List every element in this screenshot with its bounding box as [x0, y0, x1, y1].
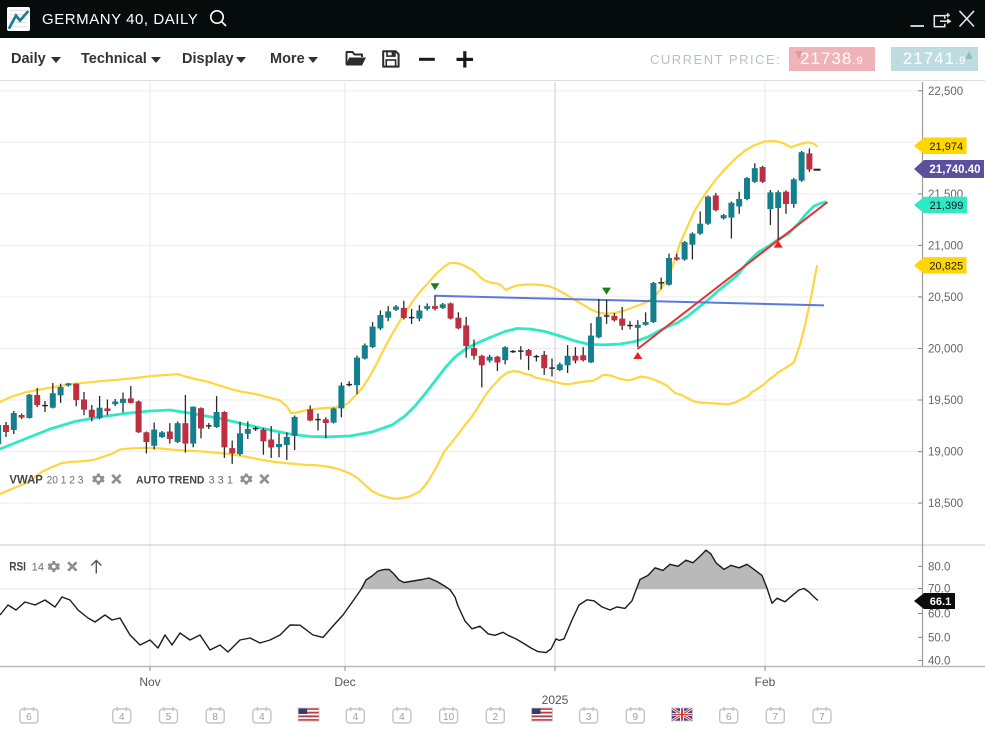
svg-text:3: 3: [586, 712, 592, 723]
svg-text:5: 5: [166, 712, 172, 723]
svg-text:RSI: RSI: [9, 560, 26, 574]
svg-text:20,000: 20,000: [928, 344, 963, 356]
svg-text:4: 4: [399, 712, 405, 723]
svg-text:7: 7: [819, 712, 825, 723]
svg-text:80.0: 80.0: [928, 561, 950, 573]
svg-text:VWAP: VWAP: [9, 473, 43, 487]
svg-text:19,500: 19,500: [928, 395, 963, 407]
svg-text:60.0: 60.0: [928, 609, 950, 621]
svg-text:70.0: 70.0: [928, 584, 950, 596]
svg-text:4: 4: [259, 712, 265, 723]
svg-text:2025: 2025: [542, 693, 569, 707]
svg-text:20,825: 20,825: [929, 260, 963, 272]
svg-text:19,000: 19,000: [928, 447, 963, 459]
svg-text:AUTO TREND: AUTO TREND: [136, 475, 205, 487]
svg-text:3 3 1: 3 3 1: [209, 475, 234, 487]
svg-text:2: 2: [493, 712, 499, 723]
svg-text:10: 10: [443, 712, 455, 723]
svg-text:20,500: 20,500: [928, 292, 963, 304]
svg-text:50.0: 50.0: [928, 632, 950, 644]
svg-text:18,500: 18,500: [928, 498, 963, 510]
svg-text:4: 4: [353, 712, 359, 723]
svg-text:9: 9: [633, 712, 639, 723]
svg-text:Nov: Nov: [139, 675, 160, 689]
svg-text:20 1 2 3: 20 1 2 3: [47, 475, 84, 487]
svg-text:6: 6: [26, 712, 32, 723]
svg-text:6: 6: [726, 712, 732, 723]
svg-text:7: 7: [773, 712, 779, 723]
svg-text:Dec: Dec: [334, 675, 355, 689]
svg-text:21,974: 21,974: [929, 141, 963, 153]
svg-text:21,399: 21,399: [930, 200, 964, 212]
svg-text:22,500: 22,500: [928, 86, 963, 98]
svg-text:40.0: 40.0: [928, 655, 950, 667]
svg-text:21,000: 21,000: [928, 240, 963, 252]
svg-text:8: 8: [212, 712, 218, 723]
svg-text:66.1: 66.1: [930, 596, 951, 608]
svg-text:21,740.40: 21,740.40: [929, 164, 980, 176]
svg-text:Feb: Feb: [755, 675, 776, 689]
svg-text:4: 4: [119, 712, 125, 723]
svg-text:14: 14: [32, 562, 45, 574]
